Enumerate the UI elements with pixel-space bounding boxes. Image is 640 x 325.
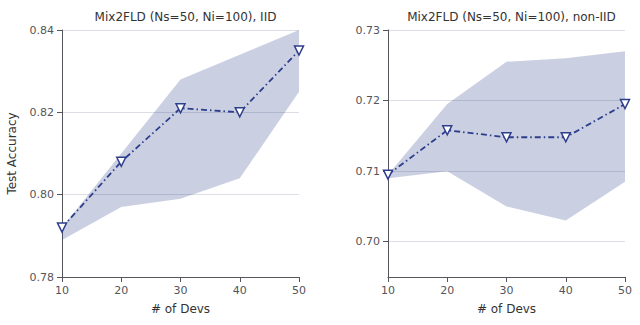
svg-text:10: 10: [381, 284, 395, 297]
svg-text:0.78: 0.78: [30, 271, 55, 284]
svg-text:0.82: 0.82: [30, 106, 55, 119]
svg-text:20: 20: [114, 284, 128, 297]
svg-text:0.72: 0.72: [356, 94, 381, 107]
svg-text:40: 40: [233, 284, 247, 297]
svg-text:Mix2FLD (Ns=50, Ni=100), IID: Mix2FLD (Ns=50, Ni=100), IID: [95, 10, 277, 24]
svg-text:0.73: 0.73: [356, 24, 381, 37]
svg-text:0.70: 0.70: [356, 235, 381, 248]
svg-text:20: 20: [440, 284, 454, 297]
svg-text:50: 50: [292, 284, 306, 297]
svg-text:10: 10: [55, 284, 69, 297]
svg-text:50: 50: [618, 284, 632, 297]
svg-text:Test Accuracy: Test Accuracy: [5, 112, 19, 195]
svg-text:Mix2FLD (Ns=50, Ni=100), non-I: Mix2FLD (Ns=50, Ni=100), non-IID: [407, 10, 616, 24]
svg-text:0.71: 0.71: [356, 165, 381, 178]
svg-text:40: 40: [559, 284, 573, 297]
svg-text:30: 30: [500, 284, 514, 297]
svg-text:# of Devs: # of Devs: [477, 302, 536, 316]
svg-text:0.84: 0.84: [30, 24, 55, 37]
svg-text:0.80: 0.80: [30, 188, 55, 201]
svg-text:30: 30: [174, 284, 188, 297]
svg-text:# of Devs: # of Devs: [151, 302, 210, 316]
